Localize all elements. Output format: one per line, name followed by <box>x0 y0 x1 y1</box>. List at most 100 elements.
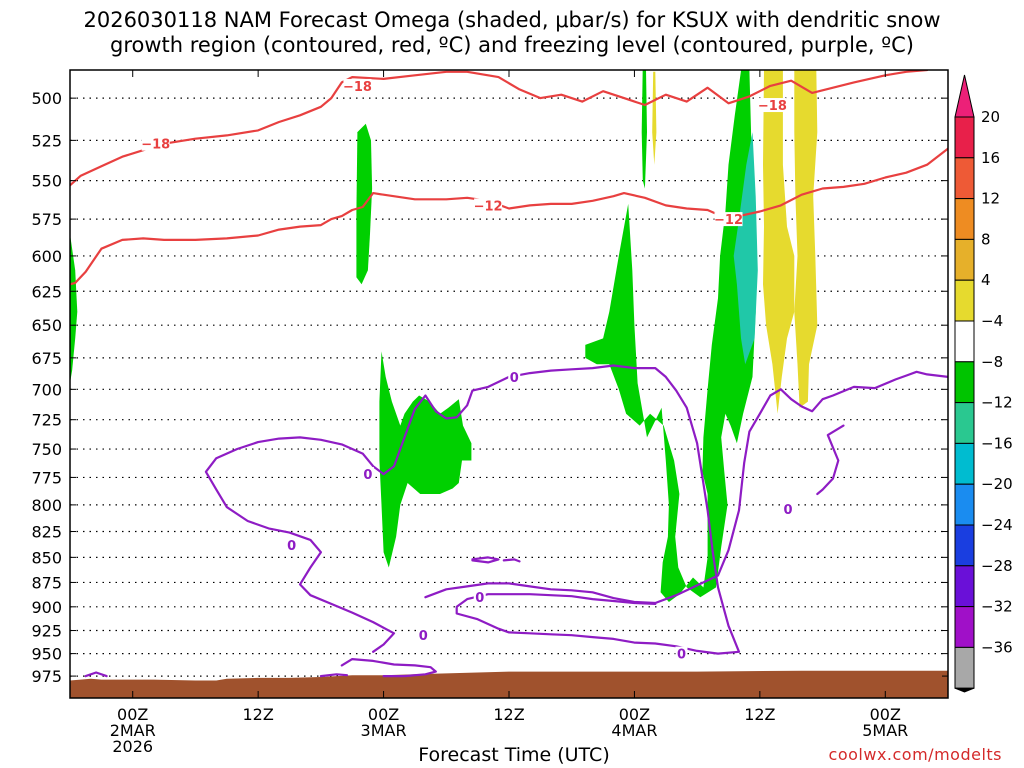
colorbar-label-5: −4 <box>981 312 1003 330</box>
colorbar-swatch-11 <box>954 565 975 608</box>
colorbar-label-0: 20 <box>981 108 1000 126</box>
xtick-label-2-0: 00Z <box>368 705 399 724</box>
contour-line-4 <box>84 671 108 678</box>
omega-region-6 <box>652 71 657 165</box>
contour-line-9 <box>502 558 521 563</box>
colorbar-swatch-12 <box>954 606 975 648</box>
omega-shading <box>70 70 818 602</box>
xtick-label-1-0: 12Z <box>242 705 273 724</box>
contour-label-bg-3 <box>474 198 503 213</box>
xtick-label-3-0: 12Z <box>493 705 524 724</box>
ytick-label-725: 725 <box>31 411 62 430</box>
colorbar-label-12: −32 <box>981 598 1013 616</box>
colorbar-swatch-1 <box>954 157 975 200</box>
omega-region-7 <box>763 70 795 414</box>
contour-label-bg-6 <box>285 538 298 553</box>
colorbar-swatch-8 <box>954 442 975 485</box>
colorbar-label-11: −28 <box>981 557 1013 575</box>
colorbar-swatch-10 <box>954 524 975 567</box>
contour-label-0: −18 <box>141 138 170 153</box>
contour-line-1 <box>70 147 948 286</box>
colorbar-label-1: 16 <box>981 149 1000 167</box>
colorbar-swatch-13 <box>954 646 975 689</box>
ytick-label-600: 600 <box>31 247 62 266</box>
ytick-label-650: 650 <box>31 316 62 335</box>
xtick-label-5-0: 12Z <box>744 705 775 724</box>
contour-label-4: −12 <box>714 213 743 228</box>
colorbar-label-10: −24 <box>981 516 1013 534</box>
ytick-label-550: 550 <box>31 172 62 191</box>
contour-label-bg-7 <box>508 369 521 384</box>
colorbar-swatch-7 <box>954 402 975 444</box>
contour-label-3: −12 <box>474 199 503 214</box>
ytick-label-800: 800 <box>31 496 62 515</box>
ytick-label-950: 950 <box>31 645 62 664</box>
ytick-label-875: 875 <box>31 573 62 592</box>
contour-label-bg-1 <box>343 78 372 93</box>
xtick-label-2-1: 3MAR <box>361 721 407 740</box>
xtick-label-0-1: 2MAR <box>110 721 156 740</box>
colorbar-bottom-arrow <box>954 687 975 693</box>
colorbar-label-6: −8 <box>981 353 1003 371</box>
colorbar-label-4: 4 <box>981 271 991 289</box>
contour-label-5: 0 <box>363 468 372 483</box>
xtick-label-4-0: 00Z <box>619 705 650 724</box>
colorbar-swatch-4 <box>954 279 975 322</box>
site-credit: coolwx.com/modelts <box>828 745 1002 764</box>
contour-line-5 <box>424 370 948 605</box>
colorbar-swatch-5 <box>954 320 975 363</box>
grid-lines <box>70 97 948 677</box>
colorbar-swatch-2 <box>954 198 975 240</box>
contour-label-6: 0 <box>287 539 296 554</box>
omega-region-4 <box>733 132 758 365</box>
ytick-label-775: 775 <box>31 468 62 487</box>
xtick-label-6-1: 5MAR <box>862 721 908 740</box>
colorbar-swatch-6 <box>954 361 975 404</box>
omega-region-3 <box>585 70 756 602</box>
contour-label-bg-0 <box>141 136 170 151</box>
colorbar-label-8: −16 <box>981 434 1013 452</box>
colorbar-top-arrow <box>954 74 975 118</box>
contour-line-8 <box>471 556 500 564</box>
y-axis: 500 525 550 575 600 625 650 675 700 725 750 775 800 8… <box>31 89 948 686</box>
ytick-label-925: 925 <box>31 622 62 641</box>
contour-label-2: −18 <box>758 99 787 114</box>
contour-label-bg-2 <box>758 98 787 113</box>
contour-line-0 <box>70 70 929 187</box>
colorbar-swatch-3 <box>954 238 975 281</box>
contour-label-1: −18 <box>343 80 372 95</box>
colorbar-label-3: 8 <box>981 230 991 248</box>
terrain-area <box>70 670 948 698</box>
contour-label-bg-10 <box>675 646 688 661</box>
ytick-label-850: 850 <box>31 548 62 567</box>
chart-title: 2026030118 NAM Forecast Omega (shaded, μ… <box>0 8 1024 58</box>
xtick-label-6-0: 00Z <box>870 705 901 724</box>
contour-label-9: 0 <box>419 629 428 644</box>
ytick-label-500: 500 <box>31 89 62 108</box>
ytick-label-675: 675 <box>31 349 62 368</box>
omega-region-2 <box>379 351 472 568</box>
ytick-label-825: 825 <box>31 523 62 542</box>
contour-line-3 <box>319 673 349 678</box>
colorbar-label-13: −36 <box>981 638 1013 656</box>
colorbar-label-9: −20 <box>981 475 1013 493</box>
contour-label-bg-5 <box>361 467 374 482</box>
colorbar: 20 16 12 8 4 −4 −8 −12 −16 −20 −24 −28 −32 −36 <box>954 74 1013 693</box>
xtick-label-0-0: 00Z <box>117 705 148 724</box>
contour-line-2 <box>340 657 437 678</box>
xtick-label-4-1: 4MAR <box>611 721 657 740</box>
title-line-2: growth region (contoured, red, ºC) and f… <box>110 33 914 57</box>
contour-label-10: 0 <box>677 648 686 663</box>
contour-label-11: 0 <box>784 503 793 518</box>
contour-label-bg-4 <box>714 212 743 227</box>
colorbar-swatch-9 <box>954 483 975 526</box>
ytick-label-700: 700 <box>31 380 62 399</box>
ytick-label-900: 900 <box>31 598 62 617</box>
ytick-label-975: 975 <box>31 667 62 686</box>
title-line-1: 2026030118 NAM Forecast Omega (shaded, μ… <box>83 8 941 32</box>
contour-label-8: 0 <box>475 591 484 606</box>
contour-labels: −18 −18 −18 −12 −12 0 0 0 0 0 0 0 <box>141 78 795 663</box>
ytick-label-575: 575 <box>31 210 62 229</box>
